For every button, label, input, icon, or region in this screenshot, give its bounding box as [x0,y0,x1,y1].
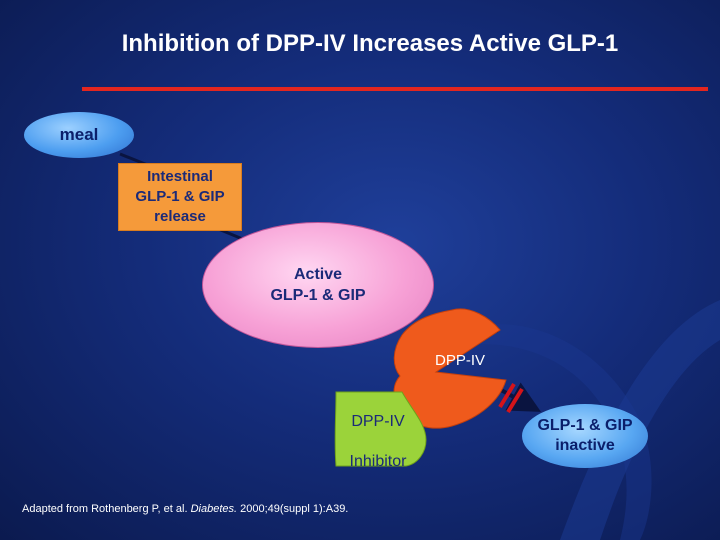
intestinal-release-node: Intestinal GLP-1 & GIP release [118,163,242,231]
citation-prefix: Adapted from Rothenberg P, et al. [22,503,191,515]
release-line-1: Intestinal [147,168,213,185]
inactive-line-1: GLP-1 & GIP [537,417,633,434]
title-rule [82,87,708,91]
citation-journal: Diabetes. [190,503,238,515]
citation: Adapted from Rothenberg P, et al. Diabet… [22,503,348,515]
meal-node: meal [24,112,134,158]
active-label: Active GLP-1 & GIP [270,264,365,306]
inactive-hormone-node: GLP-1 & GIP inactive [522,404,648,468]
release-line-3: release [154,208,206,225]
active-hormone-node: Active GLP-1 & GIP [202,222,434,348]
active-line-2: GLP-1 & GIP [270,287,366,304]
release-line-2: GLP-1 & GIP [135,188,225,205]
slide-title: Inhibition of DPP-IV Increases Active GL… [121,30,619,57]
meal-label: meal [59,125,99,144]
swoosh-shape-2 [460,324,652,540]
inhibitor-line-2: Inhibitor [349,453,407,470]
dpp-iv-label: DPP-IV [434,352,485,369]
inactive-line-2: inactive [555,437,615,454]
citation-suffix: 2000;49(suppl 1):A39. [237,503,349,515]
release-label: Intestinal GLP-1 & GIP release [135,167,224,227]
inhibitor-body [334,391,427,467]
block-mark-1 [498,382,516,409]
block-mark-2 [506,387,524,414]
inhibitor-label: DPP-IV Inhibitor [332,402,424,482]
inhibitor-line-1: DPP-IV [351,413,405,430]
inactive-label: GLP-1 & GIP inactive [537,416,632,456]
active-line-1: Active [293,266,343,283]
